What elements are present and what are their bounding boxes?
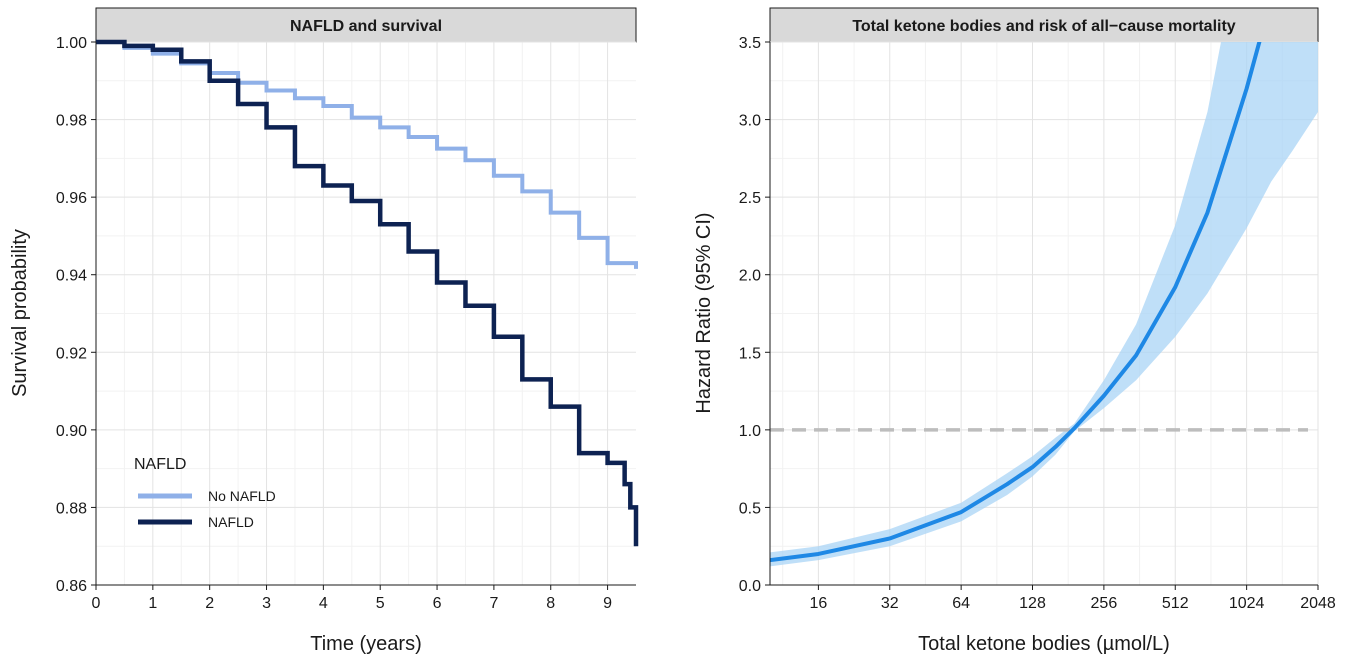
legend-label-no-nafld: No NAFLD xyxy=(208,488,276,504)
right-x-tick-label: 64 xyxy=(952,595,970,612)
right-x-ticks: 16 32 64 128 256 512 1024 2048 xyxy=(809,585,1336,612)
right-x-axis-title: Total ketone bodies (µmol/L) xyxy=(918,633,1170,655)
left-x-ticks: 0 1 2 3 4 5 6 7 8 9 xyxy=(92,585,612,612)
left-x-axis-title: Time (years) xyxy=(310,633,421,655)
left-x-tick-label: 9 xyxy=(603,595,612,612)
right-chart-title: Total ketone bodies and risk of all−caus… xyxy=(852,18,1235,35)
right-y-tick-label: 2.0 xyxy=(739,268,761,285)
right-panel: Total ketone bodies and risk of all−caus… xyxy=(693,7,1336,655)
left-chart-title: NAFLD and survival xyxy=(290,18,442,35)
series-line-nafld xyxy=(96,39,639,547)
right-x-tick-label: 256 xyxy=(1091,595,1118,612)
right-x-tick-label: 1024 xyxy=(1229,595,1265,612)
left-y-tick-label: 0.90 xyxy=(56,423,87,440)
left-y-tick-label: 1.00 xyxy=(56,35,87,52)
left-x-tick-label: 3 xyxy=(262,595,271,612)
left-y-tick-label: 0.88 xyxy=(56,500,87,517)
left-y-tick-label: 0.96 xyxy=(56,190,87,207)
hazard-ratio-line xyxy=(770,42,1262,563)
right-x-tick-label: 2048 xyxy=(1300,595,1336,612)
left-legend: NAFLD No NAFLD NAFLD xyxy=(134,456,276,530)
right-y-axis-title: Hazard Ratio (95% CI) xyxy=(693,212,715,413)
right-y-tick-label: 1.5 xyxy=(739,345,761,362)
legend-label-nafld: NAFLD xyxy=(208,514,254,530)
right-x-tick-label: 512 xyxy=(1162,595,1189,612)
left-y-axis-title: Survival probability xyxy=(9,229,31,397)
right-y-tick-label: 0.0 xyxy=(739,578,761,595)
left-y-tick-label: 0.94 xyxy=(56,268,87,285)
left-x-tick-label: 4 xyxy=(319,595,328,612)
right-y-tick-label: 3.0 xyxy=(739,113,761,130)
right-x-tick-label: 32 xyxy=(881,595,899,612)
right-y-tick-label: 0.5 xyxy=(739,500,761,517)
right-y-ticks: 0.0 0.5 1.0 1.5 2.0 2.5 3.0 3.5 xyxy=(739,35,770,595)
right-x-tick-label: 16 xyxy=(809,595,827,612)
left-y-tick-label: 0.98 xyxy=(56,113,87,130)
left-x-tick-label: 0 xyxy=(92,595,101,612)
right-x-tick-label: 128 xyxy=(1019,595,1046,612)
right-y-tick-label: 3.5 xyxy=(739,35,761,52)
left-y-tick-label: 0.92 xyxy=(56,345,87,362)
confidence-band xyxy=(770,42,1318,567)
right-y-tick-label: 1.0 xyxy=(739,423,761,440)
left-y-ticks: 0.86 0.88 0.90 0.92 0.94 0.96 0.98 1.00 xyxy=(56,35,96,595)
left-series-layer xyxy=(96,39,639,547)
left-x-tick-label: 5 xyxy=(376,595,385,612)
left-x-tick-label: 7 xyxy=(489,595,498,612)
right-series-layer xyxy=(770,42,1318,567)
left-x-tick-label: 8 xyxy=(546,595,555,612)
left-strip xyxy=(95,7,637,43)
left-x-tick-label: 1 xyxy=(148,595,157,612)
left-x-tick-label: 2 xyxy=(205,595,214,612)
left-y-tick-label: 0.86 xyxy=(56,578,87,595)
legend-title: NAFLD xyxy=(134,456,186,473)
left-x-tick-label: 6 xyxy=(433,595,442,612)
right-y-tick-label: 2.5 xyxy=(739,190,761,207)
